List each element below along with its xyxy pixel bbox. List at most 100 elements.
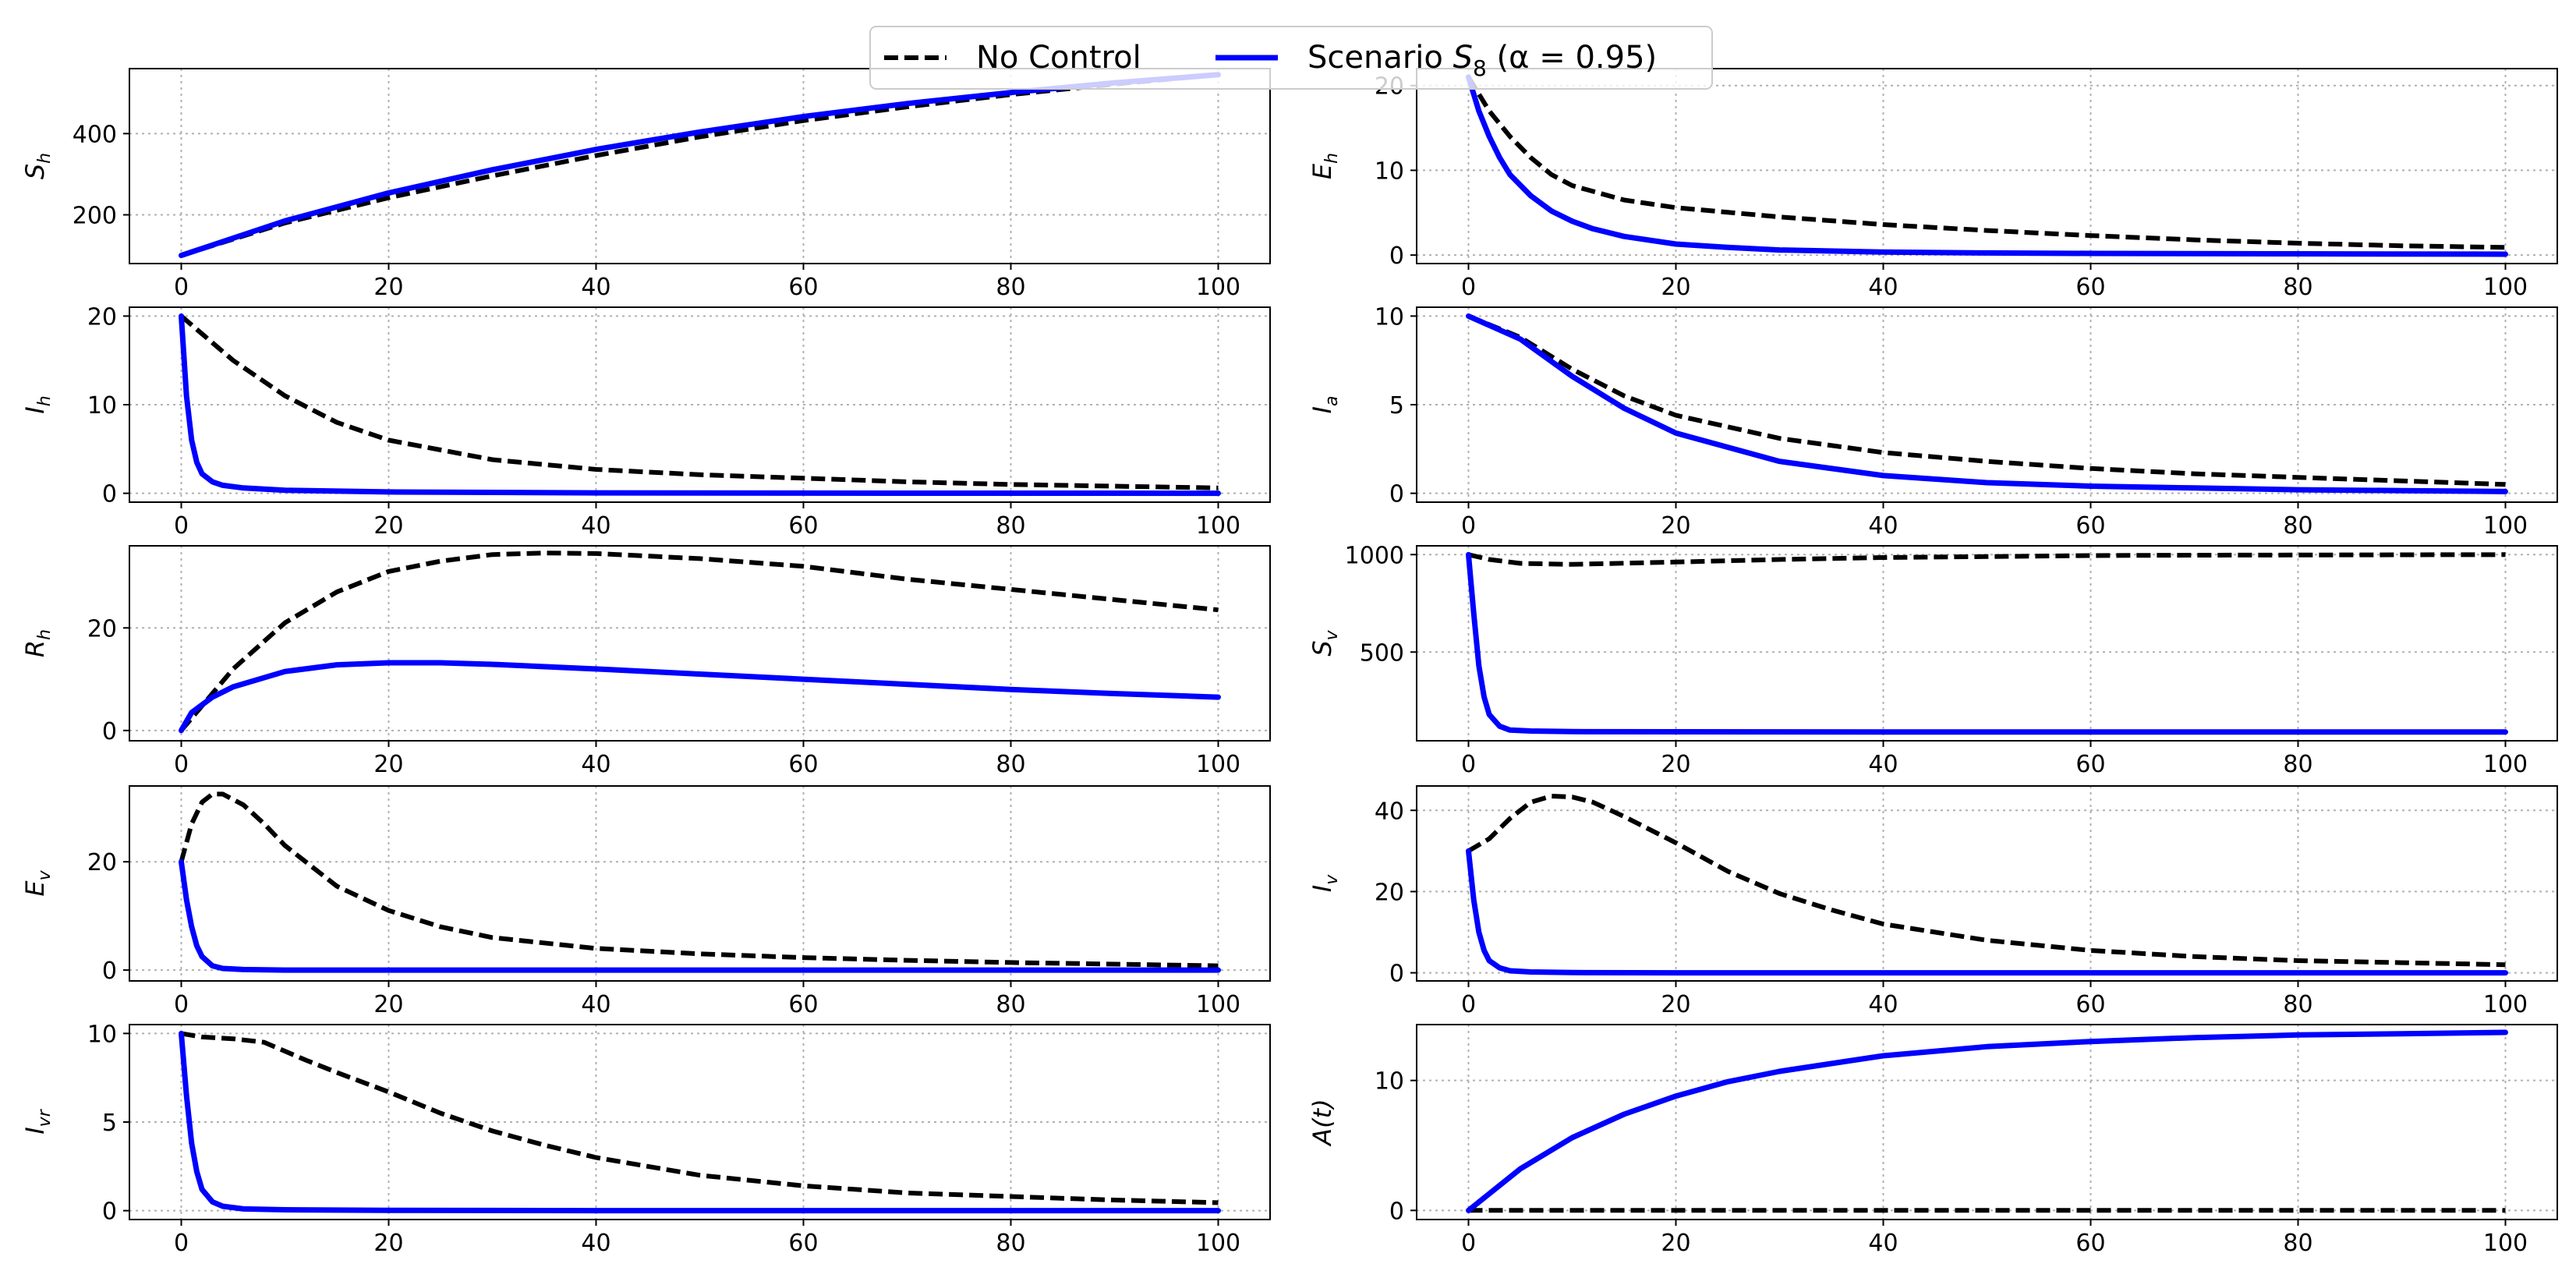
series-line-no-control (179, 791, 1219, 968)
y-axis-label-subscript: vr (35, 1108, 55, 1127)
y-axis-label: Ev (20, 869, 55, 896)
x-tick-label: 40 (581, 1230, 610, 1257)
y-axis-label-subscript: h (35, 395, 55, 406)
series-line-scenario-s8 (1466, 1029, 2508, 1213)
x-tick-label: 40 (1868, 1230, 1898, 1257)
y-axis-label-main: I (1307, 885, 1337, 892)
axes-frame (129, 68, 1271, 264)
y-axis-label-main: S (1307, 640, 1337, 656)
y-tick-label: 0 (102, 481, 117, 508)
legend-no-control-label: No Control (976, 40, 1141, 76)
x-tick-label: 80 (996, 751, 1025, 778)
axes-frame (1416, 1024, 2558, 1220)
y-tick-label: 10 (1375, 158, 1404, 185)
y-axis-label: Sv (1307, 629, 1342, 656)
x-tick-label: 60 (788, 274, 818, 301)
y-tick-label: 5 (102, 1110, 117, 1137)
x-tick-label: 20 (1661, 751, 1690, 778)
x-tick-label: 0 (174, 991, 189, 1018)
x-tick-label: 80 (2283, 512, 2312, 540)
x-tick-label: 20 (373, 751, 403, 778)
series-line-no-control (1467, 794, 2506, 968)
axes-frame (129, 545, 1271, 742)
x-tick-label: 0 (1461, 991, 1476, 1018)
y-axis-label-main: S (20, 164, 50, 179)
x-tick-label: 0 (1461, 1230, 1476, 1257)
panel-Iv: 0 20 40 60 80 100 0 20 40 Iv (1307, 785, 2558, 1018)
series-line-no-control (179, 314, 1219, 490)
panel-Ev: 0 20 40 60 80 100 0 20 Ev (20, 785, 1271, 1018)
x-tick-label: 100 (1196, 991, 1240, 1018)
x-tick-label: 20 (1661, 1230, 1690, 1257)
x-tick-label: 20 (373, 1230, 403, 1257)
panel-Ih: 0 20 40 60 80 100 0 10 20 Ih (20, 303, 1271, 540)
y-tick-label: 20 (87, 615, 117, 643)
y-tick-label: 10 (1375, 303, 1404, 331)
y-axis-label: Iv (1307, 874, 1342, 892)
series-line-scenario-s8 (179, 313, 1221, 497)
x-tick-label: 60 (2075, 991, 2105, 1018)
x-tick-label: 0 (174, 1230, 189, 1257)
y-axis-label-subscript: h (35, 629, 55, 640)
legend-scenario-label: Scenario S8 (α = 0.95) (1307, 40, 1657, 81)
x-tick-label: 40 (581, 512, 610, 540)
x-tick-label: 60 (2075, 1230, 2105, 1257)
x-tick-label: 40 (1868, 274, 1898, 301)
x-tick-label: 60 (2075, 751, 2105, 778)
series-line-no-control (1467, 313, 2506, 487)
legend-box (869, 26, 1713, 90)
x-tick-label: 80 (996, 1230, 1025, 1257)
axes-layer: 020406080100200400Sh02040608010001020Eh0… (20, 68, 2558, 1257)
y-axis-label-main: I (1307, 406, 1337, 413)
x-tick-label: 100 (2483, 1230, 2528, 1257)
x-tick-label: 100 (2483, 751, 2528, 778)
y-tick-label: 10 (1375, 1068, 1404, 1096)
y-tick-label: 0 (1389, 1198, 1404, 1225)
series-line-no-control (1466, 76, 2506, 250)
y-tick-label: 20 (87, 303, 117, 331)
y-axis-label: Ih (20, 395, 55, 413)
x-tick-label: 60 (2075, 274, 2105, 301)
x-tick-label: 40 (581, 751, 610, 778)
x-tick-label: 60 (788, 751, 818, 778)
x-tick-label: 80 (2283, 991, 2312, 1018)
y-axis-label-subscript: a (1322, 396, 1342, 406)
x-tick-label: 40 (581, 991, 610, 1018)
x-tick-label: 0 (1461, 751, 1476, 778)
y-axis-label: Rh (20, 629, 55, 657)
axes-frame (129, 785, 1271, 982)
legend-scenario-alpha: (α = 0.95) (1487, 40, 1657, 76)
axes-frame (1416, 545, 2558, 742)
series-line-no-control (179, 550, 1219, 732)
y-axis-label: Eh (1307, 153, 1342, 179)
x-tick-label: 40 (1868, 991, 1898, 1018)
y-axis-label-subscript: v (1322, 874, 1342, 885)
y-axis-label: Ivr (20, 1108, 55, 1134)
x-tick-label: 80 (2283, 1230, 2312, 1257)
x-tick-label: 60 (788, 1230, 818, 1257)
y-axis-label: A(t) (1307, 1099, 1337, 1146)
y-tick-label: 1000 (1345, 542, 1404, 569)
series-line-scenario-s8 (1466, 313, 2508, 494)
y-axis-label-main: A(t) (1307, 1099, 1337, 1146)
x-tick-label: 0 (174, 274, 189, 301)
series-line-scenario-s8 (1466, 551, 2508, 735)
y-axis-label-subscript: h (35, 153, 55, 164)
y-axis-label-main: E (20, 880, 50, 897)
y-tick-label: 0 (102, 1198, 117, 1226)
panel-Ivr: 0 20 40 60 80 100 0 5 10 Ivr (20, 1021, 1271, 1257)
legend-scenario-symbol: S (1453, 40, 1473, 76)
x-tick-label: 0 (1461, 512, 1476, 540)
y-axis-label: Sh (20, 153, 55, 179)
x-tick-label: 100 (1196, 512, 1240, 540)
legend-scenario-subscript: 8 (1473, 55, 1487, 81)
y-tick-label: 10 (87, 1021, 117, 1048)
x-tick-label: 0 (174, 512, 189, 540)
y-axis-label-main: I (20, 406, 50, 413)
x-tick-label: 100 (1196, 274, 1240, 301)
y-tick-label: 0 (1389, 961, 1404, 988)
x-tick-label: 100 (2483, 512, 2528, 540)
x-tick-label: 40 (1868, 512, 1898, 540)
y-tick-label: 5 (1389, 392, 1404, 420)
